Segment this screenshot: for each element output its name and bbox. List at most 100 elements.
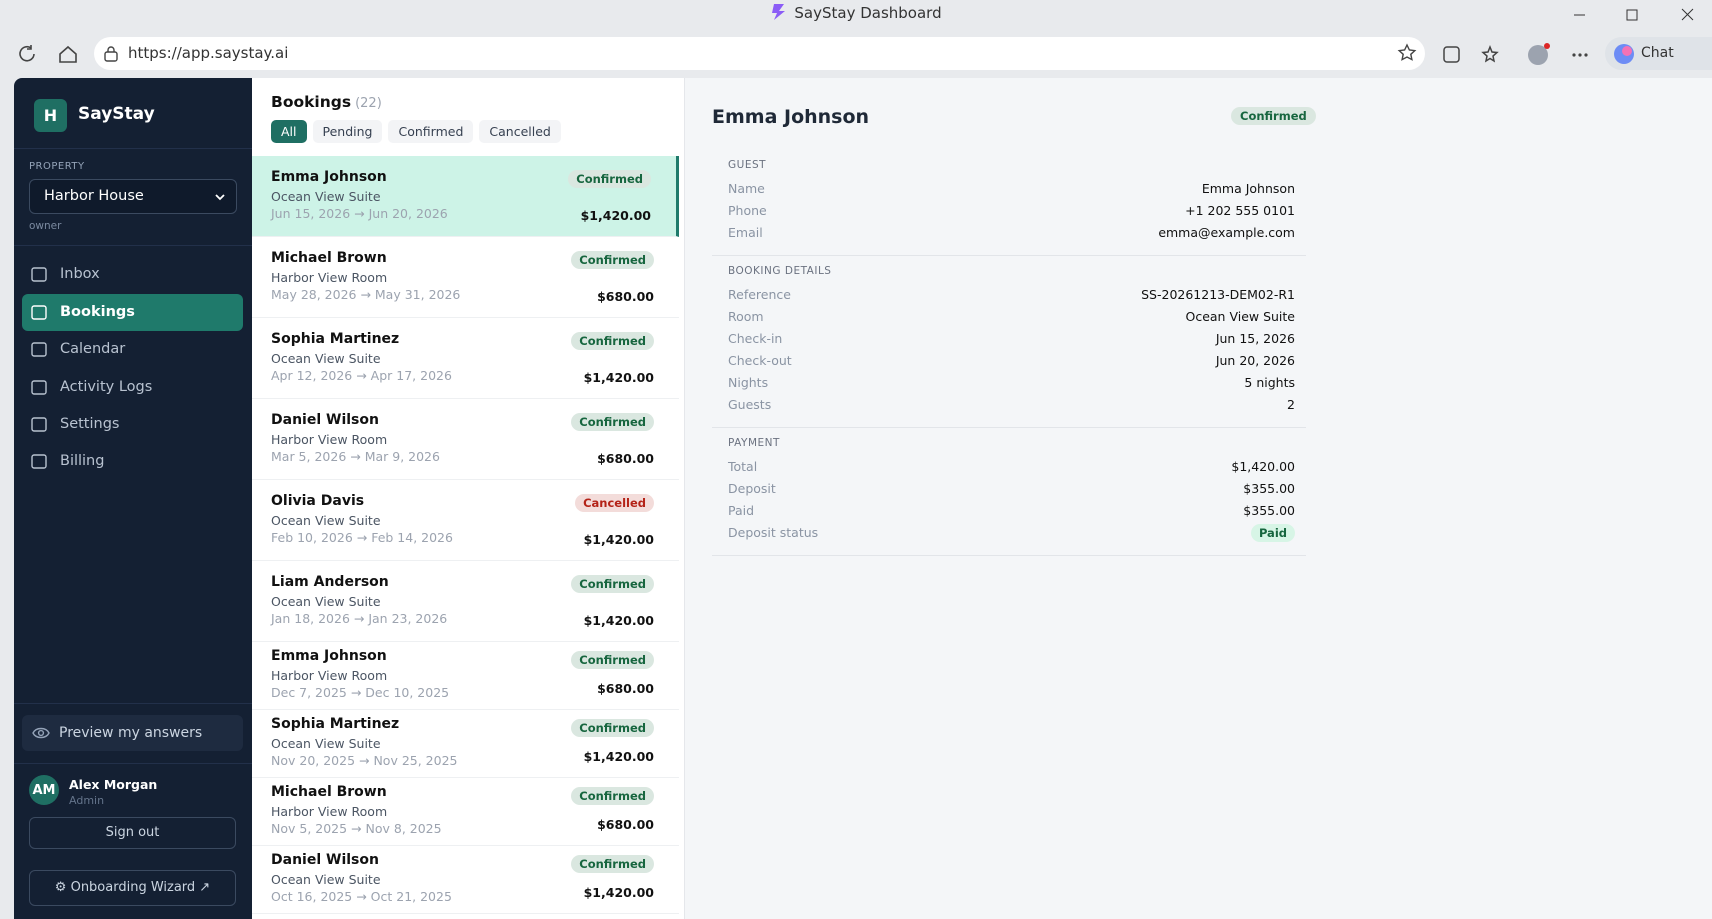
window-title: SayStay Dashboard [794,4,942,22]
detail-section: GUEST Name Emma Johnson Phone +1 202 555 010… [712,150,1306,256]
chat-button[interactable]: Chat [1605,37,1712,70]
dates: Jun 15, 2026 → Jun 20, 2026 [271,206,448,221]
room: Ocean View Suite [271,594,381,609]
detail-row: Reference SS-20261213-DEM02-R1 [728,284,1295,306]
nav-icon [31,267,47,282]
booking-item[interactable]: Daniel Wilson Harbor View Room Mar 5, 2026… [252,399,679,480]
booking-item[interactable]: Emma Johnson Ocean View Suite Jun 15, 2026… [252,156,679,237]
filter-tab[interactable]: Cancelled [479,120,561,143]
property-value: Harbor House [44,188,144,204]
nav-item[interactable]: Activity Logs [22,369,243,406]
room: Harbor View Room [271,432,388,447]
dates: Mar 5, 2026 → Mar 9, 2026 [271,449,440,464]
sign-out-button[interactable]: Sign out [29,817,236,849]
amount: $1,420.00 [583,370,654,385]
detail-row: Total $1,420.00 [728,456,1295,478]
dates: Feb 10, 2026 → Feb 14, 2026 [271,530,453,545]
section-title: PAYMENT [728,437,780,449]
status-badge: Cancelled [575,494,654,512]
row-label: Check-in [728,331,783,346]
booking-item[interactable]: Michael Brown Harbor View Room Nov 5, 2025… [252,778,679,846]
row-value: Paid [1250,524,1295,542]
divider [14,148,252,149]
detail-row: Deposit status Paid [728,522,1295,544]
nav-item[interactable]: Settings [22,406,243,443]
bookings-header: Bookings (22) [271,93,382,111]
filter-tab[interactable]: Pending [312,120,383,143]
detail-row: Check-out Jun 20, 2026 [728,350,1295,372]
status-badge: Confirmed [571,251,654,269]
property-select[interactable]: Harbor House [29,179,237,214]
divider [14,703,252,704]
brand: SayStay [78,104,155,124]
booking-item[interactable]: Daniel Wilson Ocean View Suite Oct 16, 202… [252,846,679,914]
toolbar-icons[interactable] [1440,42,1600,68]
row-value: SS-20261213-DEM02-R1 [1141,287,1295,302]
role: owner [29,220,62,232]
nav-item[interactable]: Inbox [22,256,243,293]
booking-item[interactable]: Michael Brown Harbor View Room May 28, 202… [252,237,679,318]
guest-name: Daniel Wilson [271,412,379,428]
chevron [215,194,225,201]
section-title: GUEST [728,159,767,171]
row-value: emma@example.com [1158,225,1295,240]
nav-item[interactable]: Billing [22,443,243,480]
chat-icon [1614,44,1634,64]
status-badge: Confirmed [571,575,654,593]
sidebar: H SayStay PROPERTY Harbor House owner In… [14,78,252,919]
section-title: BOOKING DETAILS [728,265,832,277]
dates: Oct 16, 2025 → Oct 21, 2025 [271,889,452,904]
avatar: AM [29,775,59,805]
row-label: Nights [728,375,769,390]
nav-item[interactable]: Calendar [22,331,243,368]
row-label: Paid [728,503,755,518]
nav-buttons[interactable] [16,43,78,65]
amount: $1,420.00 [580,208,651,223]
amount: $1,420.00 [583,613,654,628]
booking-item[interactable]: Liam Anderson Ocean View Suite Jan 18, 202… [252,561,679,642]
guest-name: Michael Brown [271,784,387,800]
dates: Apr 12, 2026 → Apr 17, 2026 [271,368,452,383]
detail-row: Phone +1 202 555 0101 [728,200,1295,222]
url: https://app.saystay.ai [128,44,289,62]
divider [14,245,252,246]
booking-item[interactable]: Sophia Martinez Ocean View Suite Apr 12, 2… [252,318,679,399]
status-badge: Confirmed [571,855,654,873]
room: Harbor View Room [271,668,388,683]
booking-item[interactable]: Olivia Davis Ocean View Suite Feb 10, 2026… [252,480,679,561]
status-badge: Confirmed [571,413,654,431]
booking-item[interactable]: Emma Johnson Harbor View Room Dec 7, 2025 … [252,642,679,710]
row-label: Reference [728,287,791,302]
preview-button[interactable]: Preview my answers [22,715,243,751]
row-label: Email [728,225,763,240]
nav-item[interactable]: Bookings [22,294,243,331]
detail-name: Emma Johnson [712,106,870,128]
row-value: Jun 20, 2026 [1215,353,1295,368]
nav-icon [31,380,47,395]
room: Harbor View Room [271,270,388,285]
window-controls [1574,8,1694,21]
address-bar[interactable]: https://app.saystay.ai [94,37,1425,70]
dates: May 28, 2026 → May 31, 2026 [271,287,461,302]
row-label: Check-out [728,353,792,368]
status-badge: Confirmed [571,332,654,350]
nav-label: Bookings [60,304,135,320]
amount: $680.00 [597,289,654,304]
detail-row: Room Ocean View Suite [728,306,1295,328]
wizard-button[interactable]: ⚙ Onboarding Wizard ↗ [29,870,236,906]
detail-row: Guests 2 [728,394,1295,416]
filter-tab[interactable]: All [271,120,307,143]
nav-icon [31,417,47,432]
row-value: +1 202 555 0101 [1185,203,1295,218]
dates: Dec 7, 2025 → Dec 10, 2025 [271,685,450,700]
status-badge: Confirmed [571,787,654,805]
guest-name: Emma Johnson [271,169,387,185]
nav-label: Billing [60,453,105,469]
filter-tab[interactable]: Confirmed [388,120,474,143]
booking-item[interactable]: Sophia Martinez Ocean View Suite Nov 20, 2… [252,710,679,778]
row-value: $355.00 [1243,503,1295,518]
nav-icon [31,342,47,357]
star-icon[interactable] [1397,43,1417,63]
detail-row: Name Emma Johnson [728,178,1295,200]
